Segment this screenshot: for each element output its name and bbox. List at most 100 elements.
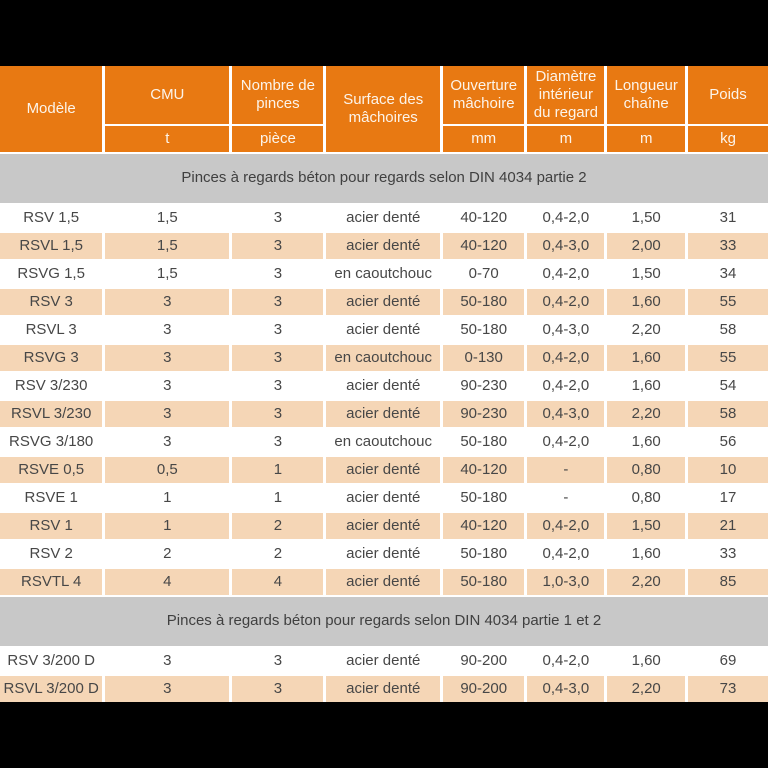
table-cell: 3 bbox=[232, 676, 324, 702]
column-header: Nombre de pinces bbox=[232, 66, 324, 124]
table-cell: 40-120 bbox=[442, 457, 525, 483]
table-cell: acier denté bbox=[326, 205, 440, 231]
column-header: CMU bbox=[105, 66, 230, 124]
table-cell: 3 bbox=[232, 373, 324, 399]
table-cell: 0,80 bbox=[607, 485, 686, 511]
table-cell: RSVG 1,5 bbox=[0, 261, 103, 287]
table-cell: RSV 3/230 bbox=[0, 373, 103, 399]
table-cell: acier denté bbox=[326, 541, 440, 567]
table-cell: 1 bbox=[232, 485, 324, 511]
table-cell: 3 bbox=[232, 205, 324, 231]
table-cell: 58 bbox=[688, 401, 768, 427]
table-cell: 0,4-2,0 bbox=[527, 205, 605, 231]
table-row: RSVE 0,5 0,5 1 acier denté 40-120-0,80 10 bbox=[0, 457, 768, 483]
table-cell: 90-230 bbox=[442, 401, 525, 427]
table-row: RSVG 3/180 3 3 en caoutchouc 50-180 0,4-2,0 1,… bbox=[0, 429, 768, 455]
table-cell: 0,4-3,0 bbox=[527, 401, 605, 427]
table-cell: 3 bbox=[232, 401, 324, 427]
table-cell: 0,80 bbox=[607, 457, 686, 483]
table-cell: 1,5 bbox=[105, 233, 230, 259]
table-cell: 0,4-2,0 bbox=[527, 373, 605, 399]
table-cell: 2,20 bbox=[607, 317, 686, 343]
table-cell: 1,5 bbox=[105, 205, 230, 231]
table-row: RSVL 3 3 3 acier denté 50-180 0,4-3,0 2,20 58 bbox=[0, 317, 768, 343]
table-cell: 3 bbox=[105, 317, 230, 343]
header-row-labels: Modèle CMU Nombre de pinces Surface des mâc… bbox=[0, 66, 768, 152]
table-cell: RSVL 3/200 D bbox=[0, 676, 103, 702]
table-cell: 0,4-2,0 bbox=[527, 289, 605, 315]
table-cell: 1,50 bbox=[607, 513, 686, 539]
table-cell: 1,60 bbox=[607, 429, 686, 455]
table-cell: 2 bbox=[232, 541, 324, 567]
table-cell: RSVE 0,5 bbox=[0, 457, 103, 483]
table-cell: RSVTL 4 bbox=[0, 569, 103, 595]
column-unit: mm bbox=[442, 126, 525, 152]
table-cell: 50-180 bbox=[442, 429, 525, 455]
table-cell: RSV 2 bbox=[0, 541, 103, 567]
table-cell: acier denté bbox=[326, 317, 440, 343]
table-cell: - bbox=[527, 457, 605, 483]
column-header: Surface des mâchoires bbox=[326, 66, 440, 152]
table-cell: 31 bbox=[688, 205, 768, 231]
table-cell: 50-180 bbox=[442, 569, 525, 595]
table-cell: 2,20 bbox=[607, 676, 686, 702]
table-cell: 55 bbox=[688, 289, 768, 315]
table-cell: acier denté bbox=[326, 233, 440, 259]
table-cell: 1,60 bbox=[607, 373, 686, 399]
section-title: Pinces à regards béton pour regards selo… bbox=[0, 154, 768, 203]
table-cell: 73 bbox=[688, 676, 768, 702]
table-cell: 3 bbox=[105, 345, 230, 371]
column-header: Poids bbox=[688, 66, 768, 124]
table-cell: RSV 3 bbox=[0, 289, 103, 315]
table-cell: 10 bbox=[688, 457, 768, 483]
table-cell: 90-230 bbox=[442, 373, 525, 399]
table-cell: 2 bbox=[232, 513, 324, 539]
table-cell: 0,4-2,0 bbox=[527, 345, 605, 371]
table-cell: 0,4-2,0 bbox=[527, 513, 605, 539]
table-cell: 1,60 bbox=[607, 648, 686, 674]
table-cell: 50-180 bbox=[442, 317, 525, 343]
table-cell: 40-120 bbox=[442, 233, 525, 259]
table-cell: 3 bbox=[105, 676, 230, 702]
table-row: RSVL 3/200 D 3 3 acier denté 90-200 0,4-3,0 2,… bbox=[0, 676, 768, 702]
table-cell: 1,60 bbox=[607, 289, 686, 315]
table-cell: 4 bbox=[105, 569, 230, 595]
product-spec-table: Modèle CMU Nombre de pinces Surface des mâc… bbox=[0, 66, 768, 702]
table-cell: RSVE 1 bbox=[0, 485, 103, 511]
column-unit: m bbox=[607, 126, 686, 152]
column-header: Longueur chaîne bbox=[607, 66, 686, 124]
table-row: RSV 1 1 2 acier denté 40-120 0,4-2,0 1,50 21 bbox=[0, 513, 768, 539]
table-cell: 3 bbox=[105, 429, 230, 455]
table-cell: 0,4-2,0 bbox=[527, 648, 605, 674]
table-cell: 50-180 bbox=[442, 485, 525, 511]
column-header: Modèle bbox=[0, 66, 103, 152]
table-cell: 2,00 bbox=[607, 233, 686, 259]
section-header-row: Pinces à regards béton pour regards selo… bbox=[0, 154, 768, 203]
table-row: RSVL 3/230 3 3 acier denté 90-230 0,4-3,0 2,20… bbox=[0, 401, 768, 427]
table-row: RSVG 1,5 1,5 3 en caoutchouc 0-70 0,4-2,0 1,50… bbox=[0, 261, 768, 287]
table-cell: 33 bbox=[688, 233, 768, 259]
table-cell: en caoutchouc bbox=[326, 261, 440, 287]
table-row: RSVTL 4 4 4 acier denté 50-180 1,0-3,0 2,20 85 bbox=[0, 569, 768, 595]
table-body: Pinces à regards béton pour regards selo… bbox=[0, 154, 768, 702]
table-cell: RSVL 3 bbox=[0, 317, 103, 343]
header-row-units: t pièce mm m m kg bbox=[0, 126, 768, 152]
table-cell: 55 bbox=[688, 345, 768, 371]
table-row: RSVL 1,5 1,5 3 acier denté 40-120 0,4-3,0 2,00… bbox=[0, 233, 768, 259]
section-title: Pinces à regards béton pour regards selo… bbox=[0, 597, 768, 646]
table-cell: 3 bbox=[105, 373, 230, 399]
table-cell: 58 bbox=[688, 317, 768, 343]
table-cell: 1,5 bbox=[105, 261, 230, 287]
table-cell: 50-180 bbox=[442, 541, 525, 567]
table-cell: - bbox=[527, 485, 605, 511]
table-cell: acier denté bbox=[326, 457, 440, 483]
column-unit: t bbox=[105, 126, 230, 152]
table-cell: 3 bbox=[105, 648, 230, 674]
table-cell: 50-180 bbox=[442, 289, 525, 315]
table-cell: 3 bbox=[105, 401, 230, 427]
table-cell: 1 bbox=[232, 457, 324, 483]
table-row: RSVE 1 1 1 acier denté 50-180-0,80 17 bbox=[0, 485, 768, 511]
table-cell: 0-70 bbox=[442, 261, 525, 287]
table-header: Modèle CMU Nombre de pinces Surface des mâc… bbox=[0, 66, 768, 152]
